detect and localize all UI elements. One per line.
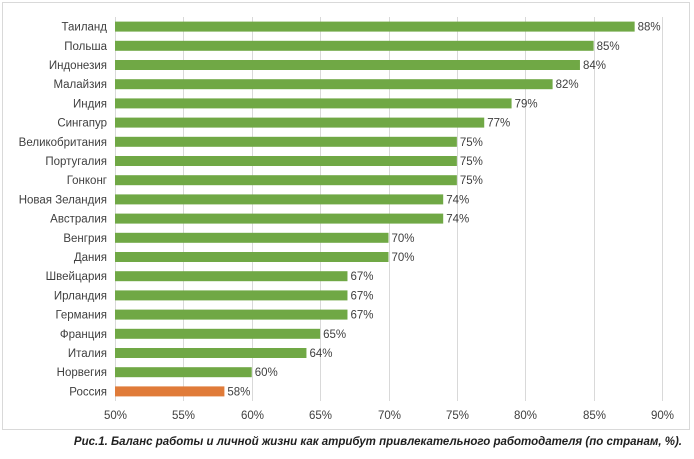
data-label: 70% bbox=[392, 233, 415, 245]
category-label: Франция bbox=[60, 329, 107, 341]
bar bbox=[115, 60, 580, 70]
data-label: 75% bbox=[460, 175, 483, 187]
data-label: 82% bbox=[556, 79, 579, 91]
category-label: Гонконг bbox=[67, 175, 107, 187]
category-label: Ирландия bbox=[54, 290, 107, 302]
data-label: 77% bbox=[487, 118, 510, 130]
labels: 50% 55% 60% 65% 70% 75% 80% 85% 90% Таиланд 88% Пол… bbox=[19, 22, 674, 422]
x-tick-label: 80% bbox=[514, 410, 537, 422]
data-label: 88% bbox=[638, 22, 661, 34]
category-label: Италия bbox=[68, 348, 107, 360]
data-label: 67% bbox=[350, 310, 373, 322]
bar bbox=[115, 348, 307, 358]
data-label: 64% bbox=[309, 348, 332, 360]
bar bbox=[115, 117, 485, 128]
bar bbox=[115, 213, 444, 224]
data-label: 85% bbox=[597, 41, 620, 53]
data-label: 75% bbox=[460, 137, 483, 149]
x-tick-label: 65% bbox=[309, 410, 332, 422]
bar bbox=[115, 367, 252, 378]
category-label: Австралия bbox=[50, 214, 107, 226]
bar bbox=[115, 40, 594, 51]
data-label: 74% bbox=[446, 194, 469, 206]
bar bbox=[115, 290, 348, 301]
category-label: Индия bbox=[73, 98, 107, 110]
x-tick-label: 75% bbox=[446, 410, 469, 422]
data-label: 75% bbox=[460, 156, 483, 168]
category-label: Германия bbox=[55, 310, 107, 322]
data-label: 60% bbox=[255, 367, 278, 379]
bar bbox=[115, 309, 348, 320]
bar-chart: 50% 55% 60% 65% 70% 75% 80% 85% 90% Таиланд 88% Пол… bbox=[19, 17, 674, 422]
data-label: 70% bbox=[392, 252, 415, 264]
bar bbox=[115, 194, 444, 205]
category-label: Малайзия bbox=[53, 79, 107, 91]
category-label: Польша bbox=[64, 41, 107, 53]
category-label: Новая Зеландия bbox=[19, 194, 107, 206]
data-label: 65% bbox=[323, 329, 346, 341]
data-label: 74% bbox=[446, 214, 469, 226]
category-label: Индонезия bbox=[49, 60, 107, 72]
gridlines bbox=[115, 17, 663, 401]
category-label: Россия bbox=[69, 386, 107, 398]
bars bbox=[115, 21, 635, 397]
category-label: Швейцария bbox=[46, 271, 107, 283]
bar bbox=[115, 271, 348, 282]
category-label: Сингапур bbox=[57, 118, 107, 130]
x-tick-label: 70% bbox=[378, 410, 401, 422]
x-tick-label: 90% bbox=[651, 410, 674, 422]
data-label: 84% bbox=[583, 60, 606, 72]
x-tick-label: 50% bbox=[104, 410, 127, 422]
bar bbox=[115, 232, 389, 243]
data-label: 58% bbox=[227, 386, 250, 398]
data-label: 67% bbox=[350, 290, 373, 302]
bar bbox=[115, 328, 321, 339]
bar bbox=[115, 79, 553, 90]
figure-caption: Рис.1. Баланс работы и личной жизни как … bbox=[73, 436, 682, 448]
category-label: Таиланд bbox=[62, 22, 108, 34]
category-label: Норвегия bbox=[57, 367, 107, 379]
data-label: 79% bbox=[515, 98, 538, 110]
bar bbox=[115, 156, 457, 166]
x-tick-label: 85% bbox=[583, 410, 606, 422]
bar bbox=[115, 252, 389, 262]
x-tick-label: 55% bbox=[172, 410, 195, 422]
x-tick-label: 60% bbox=[241, 410, 264, 422]
bar bbox=[115, 175, 457, 186]
category-label: Дания bbox=[74, 252, 107, 264]
bar bbox=[115, 386, 225, 397]
category-label: Великобритания bbox=[19, 137, 107, 149]
bar bbox=[115, 98, 512, 109]
bar bbox=[115, 21, 635, 32]
category-label: Венгрия bbox=[63, 233, 107, 245]
bar bbox=[115, 136, 457, 147]
data-label: 67% bbox=[350, 271, 373, 283]
category-label: Португалия bbox=[45, 156, 107, 168]
